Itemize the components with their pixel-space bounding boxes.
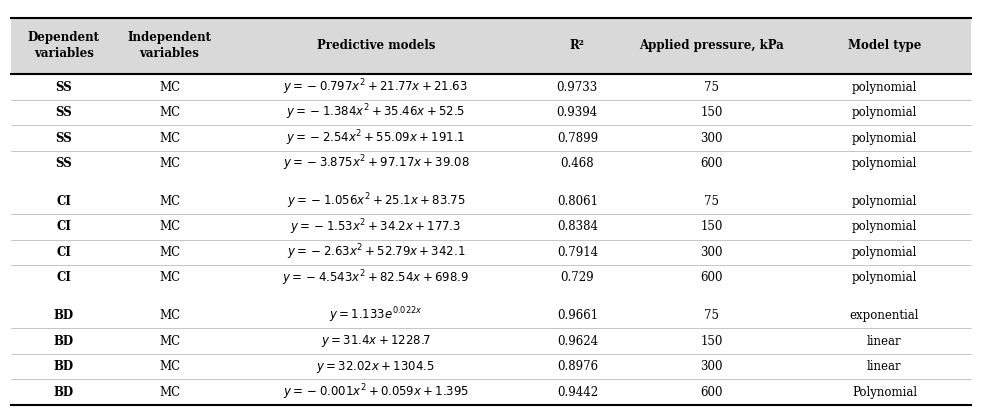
Text: 600: 600	[700, 386, 723, 399]
Text: 75: 75	[704, 81, 719, 93]
Text: polynomial: polynomial	[851, 106, 917, 119]
Text: 0.9661: 0.9661	[557, 309, 598, 322]
Text: 0.8976: 0.8976	[557, 360, 598, 373]
Text: Predictive models: Predictive models	[316, 40, 435, 53]
Text: $y=-1.53x^{2}+34.2x+177.3$: $y=-1.53x^{2}+34.2x+177.3$	[291, 217, 462, 237]
Text: BD: BD	[54, 309, 74, 322]
Text: CI: CI	[57, 220, 72, 233]
Text: MC: MC	[159, 309, 180, 322]
Text: Polynomial: Polynomial	[852, 386, 917, 399]
Text: 150: 150	[700, 335, 723, 348]
Text: $y=-0.001x^{2}+0.059x+1.395$: $y=-0.001x^{2}+0.059x+1.395$	[283, 382, 469, 402]
Text: MC: MC	[159, 195, 180, 208]
Text: 600: 600	[700, 271, 723, 284]
Text: 150: 150	[700, 106, 723, 119]
Text: MC: MC	[159, 81, 180, 93]
Text: CI: CI	[57, 195, 72, 208]
Text: CI: CI	[57, 271, 72, 284]
Text: exponential: exponential	[849, 309, 919, 322]
Text: MC: MC	[159, 157, 180, 170]
Text: SS: SS	[56, 81, 73, 93]
Text: polynomial: polynomial	[851, 157, 917, 170]
Text: 300: 300	[700, 132, 723, 145]
Text: MC: MC	[159, 335, 180, 348]
Text: SS: SS	[56, 132, 73, 145]
Text: MC: MC	[159, 360, 180, 373]
Text: MC: MC	[159, 386, 180, 399]
Text: $y=1.133e^{0.022x}$: $y=1.133e^{0.022x}$	[329, 306, 422, 326]
Text: $y=-4.543x^{2}+82.54x+698.9$: $y=-4.543x^{2}+82.54x+698.9$	[282, 268, 469, 288]
Text: 0.729: 0.729	[561, 271, 594, 284]
Text: BD: BD	[54, 335, 74, 348]
Text: $y=-1.384x^{2}+35.46x+52.5$: $y=-1.384x^{2}+35.46x+52.5$	[286, 103, 465, 122]
Text: 75: 75	[704, 195, 719, 208]
Text: 0.9733: 0.9733	[557, 81, 598, 93]
Text: Dependent
variables: Dependent variables	[27, 31, 100, 60]
Text: polynomial: polynomial	[851, 132, 917, 145]
Text: 0.7899: 0.7899	[557, 132, 598, 145]
Text: polynomial: polynomial	[851, 246, 917, 259]
Text: polynomial: polynomial	[851, 220, 917, 233]
Text: $y=-2.54x^{2}+55.09x+191.1$: $y=-2.54x^{2}+55.09x+191.1$	[286, 129, 465, 148]
Text: polynomial: polynomial	[851, 271, 917, 284]
Text: Applied pressure, kPa: Applied pressure, kPa	[639, 40, 784, 53]
Text: SS: SS	[56, 106, 73, 119]
Text: 300: 300	[700, 246, 723, 259]
Text: MC: MC	[159, 132, 180, 145]
Text: 300: 300	[700, 360, 723, 373]
Text: 0.7914: 0.7914	[557, 246, 598, 259]
Text: $y=-2.63x^{2}+52.79x+342.1$: $y=-2.63x^{2}+52.79x+342.1$	[287, 243, 465, 262]
Text: Independent
variables: Independent variables	[128, 31, 211, 60]
Text: $y=-3.875x^{2}+97.17x+39.08$: $y=-3.875x^{2}+97.17x+39.08$	[283, 154, 469, 173]
Text: $y=-1.056x^{2}+25.1x+83.75$: $y=-1.056x^{2}+25.1x+83.75$	[287, 192, 465, 211]
Text: polynomial: polynomial	[851, 195, 917, 208]
Text: $y=32.02x+1304.5$: $y=32.02x+1304.5$	[316, 359, 435, 375]
Text: 0.468: 0.468	[561, 157, 594, 170]
Text: $y=-0.797x^{2}+21.77x+21.63$: $y=-0.797x^{2}+21.77x+21.63$	[284, 77, 468, 97]
Text: linear: linear	[867, 335, 901, 348]
Text: linear: linear	[867, 360, 901, 373]
Text: Model type: Model type	[847, 40, 921, 53]
Text: BD: BD	[54, 386, 74, 399]
Text: 0.9394: 0.9394	[557, 106, 598, 119]
Text: 0.8061: 0.8061	[557, 195, 598, 208]
Text: polynomial: polynomial	[851, 81, 917, 93]
Text: CI: CI	[57, 246, 72, 259]
Text: $y=31.4x+1228.7$: $y=31.4x+1228.7$	[320, 333, 431, 349]
Text: MC: MC	[159, 271, 180, 284]
Text: 75: 75	[704, 309, 719, 322]
Text: 0.9624: 0.9624	[557, 335, 598, 348]
Text: 0.9442: 0.9442	[557, 386, 598, 399]
Text: 150: 150	[700, 220, 723, 233]
Text: BD: BD	[54, 360, 74, 373]
Text: R²: R²	[570, 40, 585, 53]
Bar	[11, 18, 971, 74]
Text: 600: 600	[700, 157, 723, 170]
Text: 0.8384: 0.8384	[557, 220, 598, 233]
Text: MC: MC	[159, 220, 180, 233]
Text: MC: MC	[159, 106, 180, 119]
Text: MC: MC	[159, 246, 180, 259]
Text: SS: SS	[56, 157, 73, 170]
